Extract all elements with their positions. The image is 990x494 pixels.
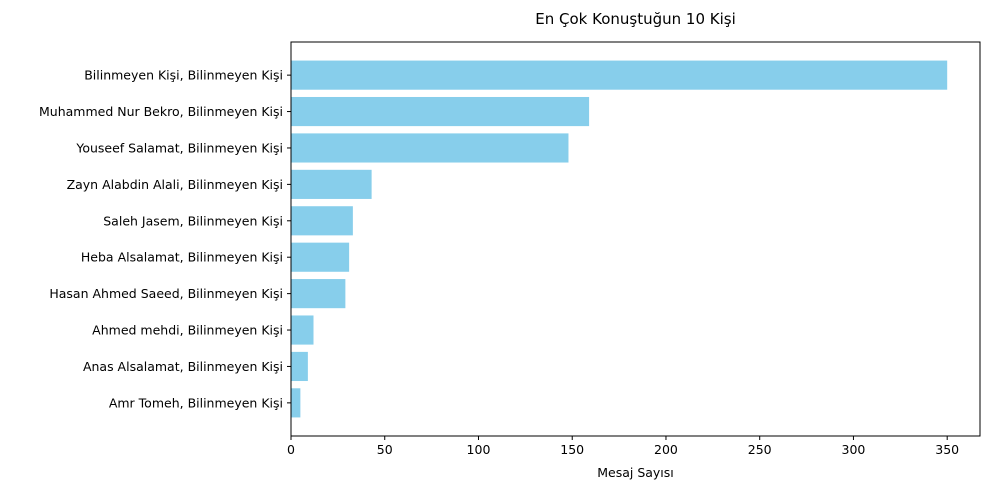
bars-group <box>291 60 948 418</box>
x-tick-label: 150 <box>560 442 584 457</box>
y-axis-ticks: Bilinmeyen Kişi, Bilinmeyen Kişi Muhammed… <box>39 68 291 410</box>
y-tick-label: Zayn Alabdin Alali, Bilinmeyen Kişi <box>67 177 283 192</box>
plot-frame <box>290 41 981 437</box>
y-tick-label: Amr Tomeh, Bilinmeyen Kişi <box>109 395 283 410</box>
y-tick-label: Bilinmeyen Kişi, Bilinmeyen Kişi <box>84 68 283 83</box>
bar-7 <box>291 279 346 309</box>
y-tick-label: Anas Alsalamat, Bilinmeyen Kişi <box>83 359 283 374</box>
x-axis-ticks: 0 50 100 150 200 250 300 350 <box>287 436 959 457</box>
bar-2 <box>291 96 590 127</box>
x-tick-label: 250 <box>748 442 772 457</box>
bar-9 <box>291 351 308 382</box>
bar-6 <box>291 242 350 272</box>
bar-3 <box>291 133 569 163</box>
chart-title: En Çok Konuştuğun 10 Kişi <box>535 10 736 28</box>
y-tick-label: Ahmed mehdi, Bilinmeyen Kişi <box>92 323 283 338</box>
x-tick-label: 350 <box>935 442 959 457</box>
bar-10 <box>291 388 301 418</box>
bar-5 <box>291 206 353 236</box>
y-tick-label: Heba Alsalamat, Bilinmeyen Kişi <box>81 250 283 265</box>
x-tick-label: 50 <box>377 442 393 457</box>
x-axis-label: Mesaj Sayısı <box>597 465 674 480</box>
y-tick-label: Saleh Jasem, Bilinmeyen Kişi <box>103 213 283 228</box>
x-tick-label: 300 <box>842 442 866 457</box>
bar-8 <box>291 315 314 345</box>
bar-1 <box>291 60 948 90</box>
y-tick-label: Hasan Ahmed Saeed, Bilinmeyen Kişi <box>49 286 283 301</box>
bar-4 <box>291 169 372 199</box>
x-tick-label: 0 <box>287 442 295 457</box>
y-tick-label: Muhammed Nur Bekro, Bilinmeyen Kişi <box>39 104 283 119</box>
x-tick-label: 100 <box>467 442 491 457</box>
y-tick-label: Youseef Salamat, Bilinmeyen Kişi <box>75 140 283 155</box>
x-tick-label: 200 <box>654 442 678 457</box>
